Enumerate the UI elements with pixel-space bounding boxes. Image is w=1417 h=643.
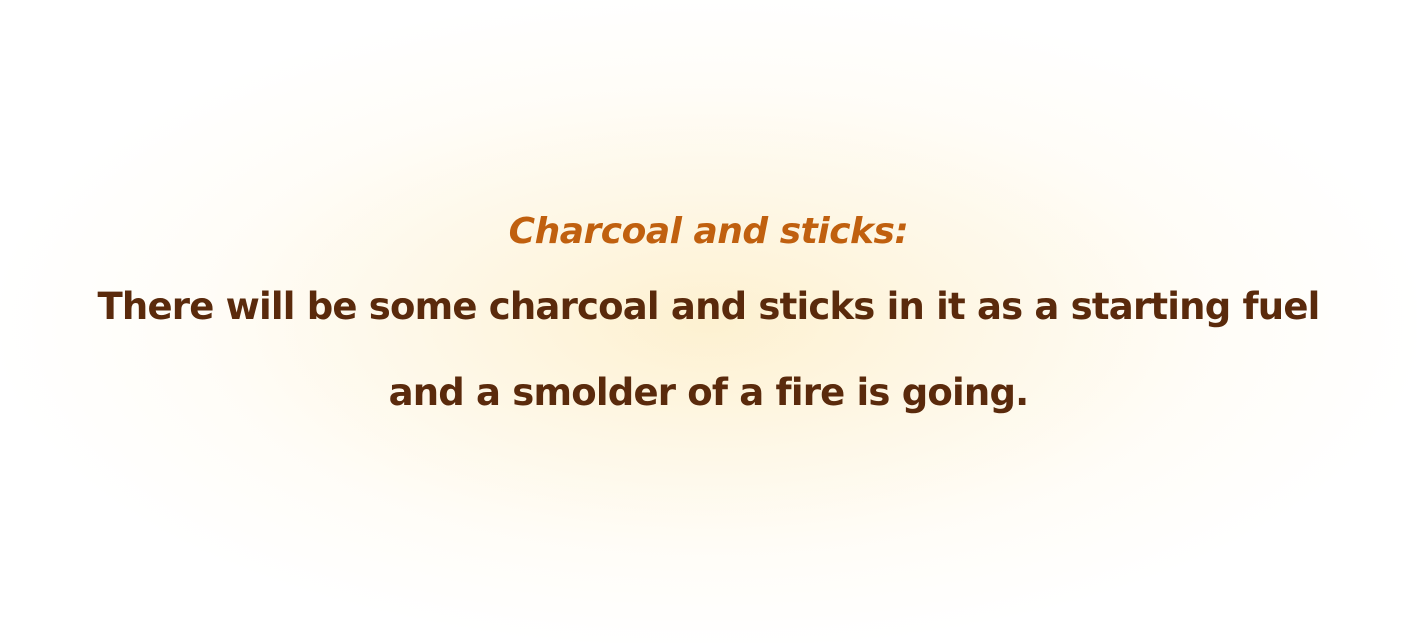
caption-block: Charcoal and sticks: There will be some …	[0, 200, 1417, 436]
caption-line-1: There will be some charcoal and sticks i…	[97, 285, 1320, 328]
caption-heading: Charcoal and sticks:	[508, 211, 909, 252]
caption-line-2: and a smolder of a fire is going.	[388, 371, 1030, 414]
